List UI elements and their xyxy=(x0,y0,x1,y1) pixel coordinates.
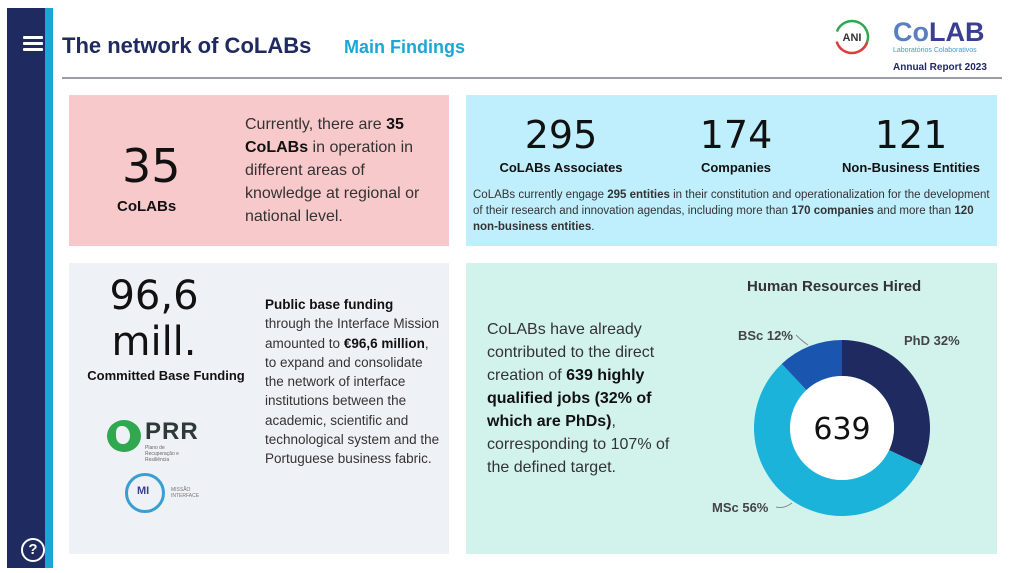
missao-interface-logo: MI MISSÃO INTERFACE xyxy=(125,473,215,513)
colabs-count-label: CoLABs xyxy=(117,198,177,215)
sidebar: ? xyxy=(7,8,45,568)
colabs-count-value: 35 xyxy=(122,139,181,193)
page-subtitle: Main Findings xyxy=(344,37,465,57)
funding-value: 96,6 mill. xyxy=(109,273,199,365)
associates-text: CoLABs currently engage 295 entities in … xyxy=(473,189,990,233)
msc-slice-label: MSc 56% xyxy=(712,500,769,515)
companies-stat: 174 Companies xyxy=(699,113,773,175)
non-business-stat: 121 Non-Business Entities xyxy=(842,113,980,175)
ani-logo: ANI xyxy=(834,19,870,55)
donut-center-value: 639 xyxy=(813,412,870,447)
bsc-slice-label: BSc 12% xyxy=(738,328,793,343)
colabs-count-card: 35 CoLABs Currently, there are 35 CoLABs… xyxy=(69,95,449,246)
donut-slice-phd xyxy=(842,340,930,466)
donut-slice-bsc xyxy=(781,340,842,391)
human-resources-text: CoLABs have already contributed to the d… xyxy=(487,321,670,476)
donut-hole xyxy=(790,376,894,480)
associates-card: 295 CoLABs Associates 174 Companies 121 … xyxy=(466,95,997,246)
colab-logo: CoLAB Laboratórios Colaborativos xyxy=(893,18,1003,54)
hr-donut-chart: PhD 32% BSc 12% MSc 56% 639 xyxy=(712,328,960,516)
funding-text: Public base funding through the Interfac… xyxy=(265,297,440,467)
header-divider xyxy=(62,77,1002,79)
hamburger-icon[interactable] xyxy=(23,36,43,52)
phd-slice-label: PhD 32% xyxy=(904,333,960,348)
colab-tagline: Laboratórios Colaborativos xyxy=(893,47,977,54)
help-icon[interactable]: ? xyxy=(21,538,45,562)
human-resources-card: CoLABs have already contributed to the d… xyxy=(466,263,997,554)
chart-title: Human Resources Hired xyxy=(747,278,922,295)
page-title: The network of CoLABs xyxy=(62,33,312,58)
prr-logo: PRR Plano de Recuperação e Resiliência xyxy=(107,418,217,463)
associates-stat: 295 CoLABs Associates xyxy=(499,113,623,175)
donut-slice-msc xyxy=(754,363,922,516)
sidebar-accent-bar xyxy=(45,8,53,568)
annual-report-label: Annual Report 2023 xyxy=(893,62,987,73)
colabs-count-text: Currently, there are 35 CoLABs in operat… xyxy=(245,116,420,225)
ani-logo-text: ANI xyxy=(843,32,862,44)
funding-label: Committed Base Funding xyxy=(87,368,245,383)
funding-card: 96,6 mill. Committed Base Funding Public … xyxy=(69,263,449,554)
